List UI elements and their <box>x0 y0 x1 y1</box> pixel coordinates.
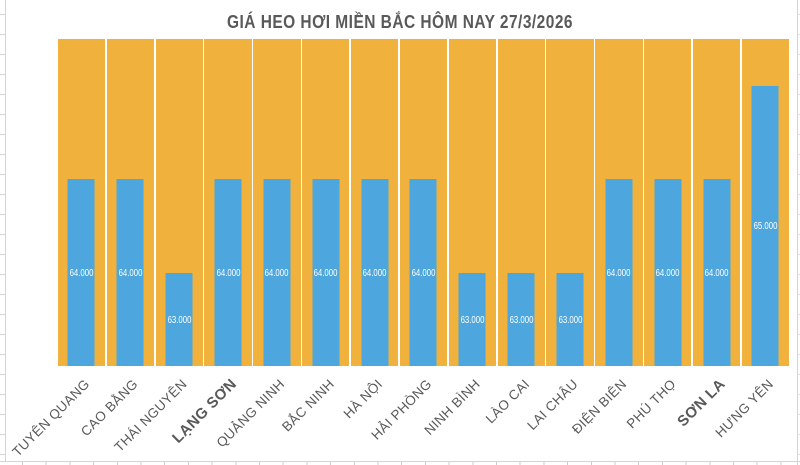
bar-value-label: 64.000 <box>362 268 387 280</box>
bar-value-label: 65.000 <box>753 221 778 233</box>
category-slot: 64.000 <box>204 39 253 366</box>
chart-object-left-border <box>5 0 6 462</box>
category-slot: 64.000 <box>57 39 106 366</box>
category-slot: 64.000 <box>252 39 301 366</box>
chart-object-right-border <box>797 0 798 465</box>
price-bar[interactable]: 64.000 <box>263 179 291 366</box>
category-label: BẮC NINH <box>278 375 337 434</box>
bar-value-label: 64.000 <box>313 268 338 280</box>
bar-value-label: 64.000 <box>606 268 631 280</box>
category-axis[interactable]: TUYÊN QUANG CAO BẰNG THÁI NGUYÊN LẠNG SƠN QU… <box>9 366 790 465</box>
price-bar[interactable]: 64.000 <box>67 179 95 366</box>
price-bar[interactable]: 64.000 <box>214 179 242 366</box>
bar-value-label: 64.000 <box>411 268 436 280</box>
price-bar[interactable]: 64.000 <box>703 179 731 366</box>
category-slot: 63.000 <box>546 39 595 366</box>
price-bar[interactable]: 64.000 <box>654 179 682 366</box>
price-bar[interactable]: 64.000 <box>361 179 389 366</box>
price-bar[interactable]: 63.000 <box>165 272 193 366</box>
category-label: PHÚ THỌ <box>623 375 679 431</box>
worksheet-row-gridlines-right <box>798 14 800 460</box>
price-bar[interactable]: 63.000 <box>507 272 535 366</box>
category-label: LÀO CAI <box>482 375 533 426</box>
category-label: HÀ NỘI <box>340 375 386 421</box>
category-label: TUYÊN QUANG <box>9 375 93 459</box>
category-slot: 65.000 <box>741 39 790 366</box>
bar-value-label: 63.000 <box>509 314 534 326</box>
category-slot: 64.000 <box>692 39 741 366</box>
worksheet-row-gridlines-left <box>0 14 5 460</box>
price-bar[interactable]: 64.000 <box>312 179 340 366</box>
price-bar[interactable]: 63.000 <box>458 272 486 366</box>
category-slot: 64.000 <box>399 39 448 366</box>
bar-value-label: 63.000 <box>167 314 192 326</box>
category-slot: 64.000 <box>643 39 692 366</box>
price-bar[interactable]: 63.000 <box>556 272 584 366</box>
plot-area: 64.000 64.000 63.000 64.000 64.000 64.000 64.0… <box>57 39 790 366</box>
category-slot: 63.000 <box>155 39 204 366</box>
price-bar[interactable]: 64.000 <box>409 179 437 366</box>
chart-object-bottom-border <box>0 461 800 462</box>
worksheet-column-gridlines-bottom <box>22 462 800 465</box>
bar-value-label: 63.000 <box>460 314 485 326</box>
price-bar[interactable]: 65.000 <box>751 85 779 366</box>
category-slot: 63.000 <box>497 39 546 366</box>
bar-value-label: 64.000 <box>118 268 143 280</box>
price-bar[interactable]: 64.000 <box>605 179 633 366</box>
bar-value-label: 64.000 <box>264 268 289 280</box>
category-slot: 64.000 <box>594 39 643 366</box>
category-slot: 64.000 <box>350 39 399 366</box>
category-slot: 64.000 <box>106 39 155 366</box>
bar-value-label: 64.000 <box>216 268 240 280</box>
category-slot: 64.000 <box>301 39 350 366</box>
category-label: SƠN LA <box>673 375 729 430</box>
bar-value-label: 64.000 <box>655 268 680 280</box>
bar-value-label: 63.000 <box>558 314 582 326</box>
bar-value-label: 64.000 <box>69 268 94 280</box>
chart-title[interactable]: GIÁ HEO HƠI MIỀN BẮC HÔM NAY 27/3/2026 <box>226 12 574 32</box>
category-slot: 63.000 <box>448 39 497 366</box>
price-bar[interactable]: 64.000 <box>116 179 144 366</box>
bar-value-label: 64.000 <box>704 268 729 280</box>
